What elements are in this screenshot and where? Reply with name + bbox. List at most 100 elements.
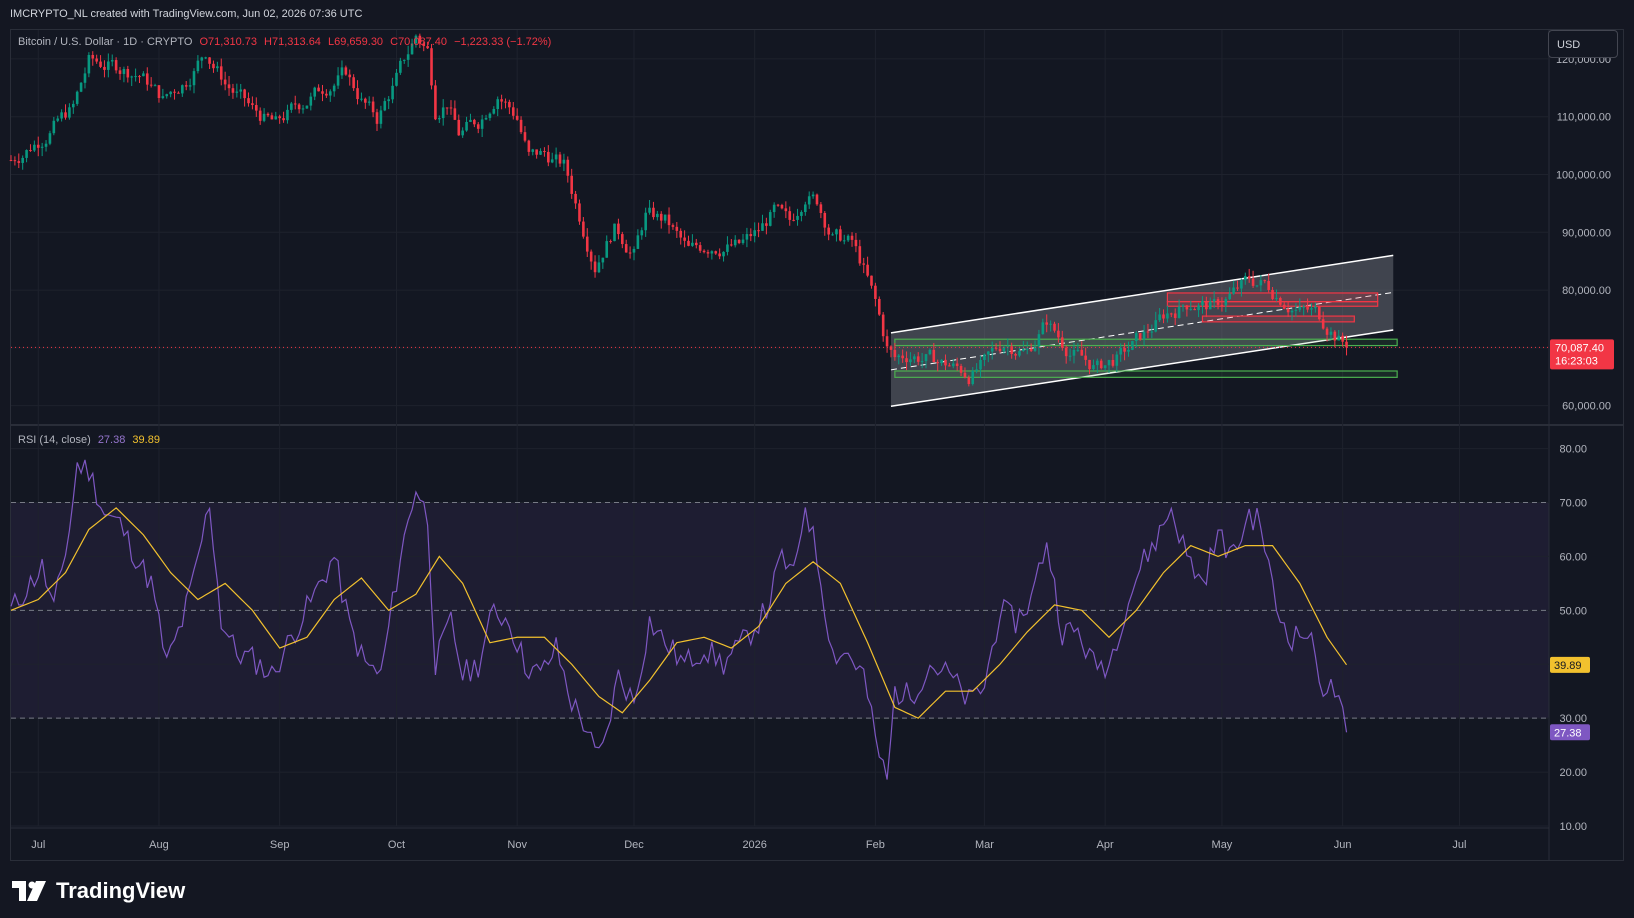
candle-body bbox=[196, 60, 200, 72]
candle-body bbox=[640, 230, 644, 236]
candle-body bbox=[511, 107, 515, 116]
candle-body bbox=[955, 363, 959, 366]
candle-body bbox=[1251, 278, 1255, 286]
candle-body bbox=[110, 60, 114, 62]
candle-body bbox=[360, 98, 363, 100]
candle-body bbox=[1150, 331, 1154, 333]
rsi-legend: RSI (14, close) 27.38 39.89 bbox=[18, 434, 160, 446]
candle-body bbox=[566, 159, 570, 176]
time-axis[interactable]: Jul Aug Sep Oct Nov Dec 2026 Feb Mar Apr May Jun Jul bbox=[31, 839, 1466, 851]
candle-body bbox=[846, 235, 850, 241]
candle-body bbox=[1333, 331, 1337, 341]
candle-body bbox=[951, 363, 955, 367]
candle-body bbox=[426, 46, 429, 49]
candle-body bbox=[107, 61, 110, 70]
candle-body bbox=[710, 251, 714, 254]
candle-body bbox=[184, 85, 188, 87]
candle-body bbox=[473, 119, 476, 125]
candle-body bbox=[730, 244, 733, 246]
candle-body bbox=[282, 118, 285, 121]
rsi-tick-label: 70.00 bbox=[1559, 497, 1587, 509]
open-value: O71,310.73 bbox=[199, 36, 257, 48]
candle-body bbox=[1123, 348, 1126, 352]
rsi-indicator-name[interactable]: RSI (14, close) bbox=[18, 434, 91, 446]
candle-body bbox=[994, 347, 998, 349]
price-tick-label: 110,000.00 bbox=[1557, 112, 1611, 124]
channel-lower-line bbox=[890, 329, 1394, 407]
candle-body bbox=[1267, 280, 1270, 290]
candle-body bbox=[126, 68, 130, 78]
resistance-zone bbox=[1201, 315, 1355, 323]
candle-body bbox=[807, 196, 811, 205]
candle-body bbox=[570, 175, 573, 194]
candle-body bbox=[788, 211, 792, 220]
rsi-value: 27.38 bbox=[1554, 727, 1582, 739]
candle-body bbox=[255, 105, 258, 111]
candle-body bbox=[1092, 365, 1095, 370]
time-tick-label: Jul bbox=[1452, 839, 1466, 851]
candle-body bbox=[1255, 285, 1259, 287]
candle-body bbox=[301, 108, 305, 110]
candle-body bbox=[877, 298, 881, 315]
candle-body bbox=[391, 85, 394, 100]
candle-body bbox=[698, 245, 702, 251]
price-tick-label: 90,000.00 bbox=[1562, 227, 1611, 239]
candle-body bbox=[885, 336, 889, 347]
candle-body bbox=[656, 213, 659, 218]
candle-body bbox=[422, 43, 426, 47]
candle-body bbox=[457, 119, 461, 136]
candle-body bbox=[1314, 306, 1317, 309]
price-tick-label: 80,000.00 bbox=[1562, 285, 1611, 297]
currency-button[interactable]: USD bbox=[1548, 30, 1618, 58]
candle-body bbox=[1053, 323, 1056, 331]
candle-body bbox=[44, 143, 48, 147]
candle-body bbox=[722, 251, 725, 257]
candle-body bbox=[835, 229, 838, 235]
candle-body bbox=[1033, 346, 1037, 351]
candle-body bbox=[1185, 305, 1189, 310]
candle-body bbox=[484, 117, 488, 120]
candle-body bbox=[916, 356, 920, 362]
candle-body bbox=[157, 85, 161, 99]
candle-body bbox=[95, 58, 98, 62]
candle-body bbox=[1282, 304, 1286, 309]
candle-body bbox=[831, 234, 834, 236]
candle-body bbox=[959, 365, 963, 373]
candle-body bbox=[402, 59, 406, 61]
candle-body bbox=[79, 82, 83, 92]
candle-body bbox=[52, 120, 56, 134]
candle-body bbox=[1243, 276, 1247, 281]
candle-body bbox=[1014, 354, 1017, 356]
candle-body bbox=[1275, 297, 1278, 299]
candle-body bbox=[1111, 359, 1115, 366]
candle-body bbox=[819, 204, 823, 213]
candle-body bbox=[227, 84, 231, 89]
candle-body bbox=[679, 230, 683, 238]
chart-area[interactable] bbox=[10, 29, 1624, 861]
candle-body bbox=[219, 66, 223, 80]
candle-body bbox=[749, 234, 753, 237]
candle-body bbox=[387, 99, 390, 102]
symbol-name[interactable]: Bitcoin / U.S. Dollar · 1D · CRYPTO bbox=[18, 36, 193, 48]
candle-body bbox=[562, 159, 566, 164]
candle-body bbox=[434, 85, 437, 120]
candle-body bbox=[1049, 323, 1052, 325]
candle-body bbox=[733, 239, 737, 246]
candle-body bbox=[286, 109, 289, 121]
candle-body bbox=[406, 54, 410, 60]
candle-body bbox=[632, 248, 636, 253]
candle-body bbox=[675, 226, 679, 231]
candle-body bbox=[251, 103, 254, 106]
support-zone bbox=[894, 338, 1398, 347]
time-tick-label: Aug bbox=[149, 839, 169, 851]
candle-body bbox=[71, 103, 75, 108]
candle-body bbox=[177, 92, 180, 94]
rsi-tick-label: 30.00 bbox=[1559, 713, 1587, 725]
candle-body bbox=[68, 107, 71, 118]
candle-body bbox=[476, 124, 480, 129]
candle-body bbox=[29, 150, 32, 152]
candle-body bbox=[920, 361, 924, 363]
candle-body bbox=[60, 112, 63, 119]
